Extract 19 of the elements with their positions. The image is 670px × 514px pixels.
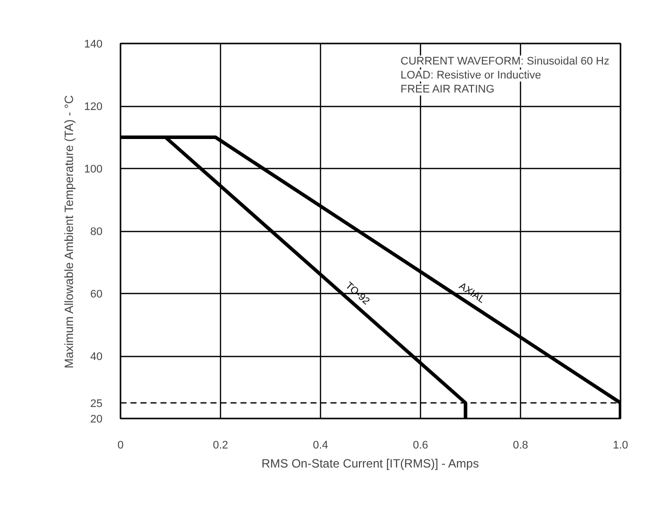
annotation: CURRENT WAVEFORM: Sinusoidal 60 Hz (400, 56, 610, 68)
y-tick-label: 25 (90, 398, 103, 410)
y-axis-title: Maximum Allowable Ambient Temperature (TA) - °C (62, 94, 76, 368)
annotation: FREE AIR RATING (400, 84, 494, 96)
x-axis-title: RMS On-State Current [IT(RMS)] - Amps (261, 456, 479, 470)
y-tick-label: 120 (84, 101, 103, 113)
x-tick-label: 0.2 (212, 440, 228, 452)
y-tick-label: 20 (90, 414, 103, 426)
x-tick-label: 0.6 (412, 440, 428, 452)
y-tick-label: 100 (84, 164, 103, 176)
y-tick-label: 140 (84, 38, 103, 50)
y-tick-label: 60 (90, 288, 103, 300)
annotation: LOAD: Resistive or Inductive (400, 70, 542, 82)
x-tick-label: 0 (117, 440, 124, 452)
x-tick-label: 1.0 (612, 440, 628, 452)
x-tick-label: 0.4 (312, 440, 328, 452)
x-tick-label: 0.8 (512, 440, 528, 452)
y-tick-label: 80 (90, 226, 103, 238)
y-tick-label: 40 (90, 351, 103, 363)
